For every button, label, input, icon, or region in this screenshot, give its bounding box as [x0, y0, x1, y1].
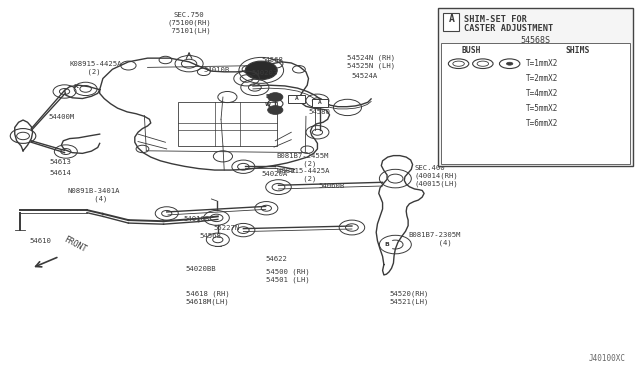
Text: SHIM-SET FOR: SHIM-SET FOR — [464, 15, 527, 24]
Text: 54614: 54614 — [49, 170, 71, 176]
Text: J40100XC: J40100XC — [588, 354, 625, 363]
Text: SHIMS: SHIMS — [565, 46, 589, 55]
Text: K: K — [74, 84, 79, 89]
Bar — [312, 99, 328, 108]
Text: 54020A: 54020A — [261, 171, 287, 177]
Text: T=6mmX2: T=6mmX2 — [526, 119, 559, 128]
Circle shape — [268, 106, 283, 115]
Text: 54010B: 54010B — [204, 67, 230, 73]
Text: 54618 (RH)
54618M(LH): 54618 (RH) 54618M(LH) — [186, 291, 230, 305]
Text: 54568: 54568 — [261, 57, 283, 63]
Text: 54568: 54568 — [199, 233, 221, 239]
Text: 54568S: 54568S — [520, 36, 550, 45]
Text: 54524N (RH)
54525N (LH): 54524N (RH) 54525N (LH) — [348, 54, 396, 69]
Text: B: B — [385, 242, 390, 247]
Text: 54010B: 54010B — [183, 217, 209, 222]
Text: CASTER ADJUSTMENT: CASTER ADJUSTMENT — [464, 24, 553, 33]
Text: 54524A: 54524A — [351, 73, 378, 78]
Text: 54622: 54622 — [266, 256, 287, 262]
Text: T=1mmX2: T=1mmX2 — [526, 59, 559, 68]
Text: 540203: 540203 — [252, 70, 278, 76]
Text: 54060B: 54060B — [319, 183, 345, 189]
Ellipse shape — [506, 62, 513, 65]
Bar — [444, 13, 460, 31]
Bar — [442, 43, 630, 164]
Text: 54500 (RH)
54501 (LH): 54500 (RH) 54501 (LH) — [266, 268, 310, 283]
Text: T=2mmX2: T=2mmX2 — [526, 74, 559, 83]
Bar — [288, 95, 305, 103]
Circle shape — [245, 61, 277, 80]
Text: A: A — [318, 100, 322, 105]
Circle shape — [268, 93, 283, 102]
Text: A: A — [449, 14, 454, 24]
Text: T=5mmX2: T=5mmX2 — [526, 104, 559, 113]
Text: SEC.400
(40014(RH)
(40015(LH): SEC.400 (40014(RH) (40015(LH) — [415, 165, 458, 187]
Text: W08915-4425A
      (2): W08915-4425A (2) — [276, 168, 329, 182]
Text: 54613: 54613 — [49, 159, 71, 165]
Text: B081B7-2455M
      (2): B081B7-2455M (2) — [276, 153, 329, 167]
Bar — [438, 8, 633, 166]
Text: T=4mmX2: T=4mmX2 — [526, 89, 559, 98]
Text: B081B7-2305M
       (4): B081B7-2305M (4) — [408, 232, 461, 246]
Text: 54400M: 54400M — [49, 114, 75, 120]
Text: 54020BB: 54020BB — [186, 266, 216, 272]
Bar — [178, 102, 277, 146]
Text: BUSH: BUSH — [461, 46, 481, 55]
Text: SEC.750
(75100(RH)
 75101(LH): SEC.750 (75100(RH) 75101(LH) — [167, 12, 211, 34]
Text: K08915-4425A
    (2): K08915-4425A (2) — [70, 61, 122, 75]
Text: B: B — [266, 94, 269, 99]
Text: FRONT: FRONT — [62, 235, 88, 254]
Text: 54610: 54610 — [29, 238, 51, 244]
Text: 55227N: 55227N — [213, 225, 239, 231]
Text: A: A — [294, 96, 298, 101]
Text: W: W — [264, 102, 271, 107]
Text: N0891B-3401A
      (4): N0891B-3401A (4) — [68, 188, 120, 202]
Text: 54520(RH)
54521(LH): 54520(RH) 54521(LH) — [389, 291, 428, 305]
Text: 54580: 54580 — [308, 109, 330, 115]
